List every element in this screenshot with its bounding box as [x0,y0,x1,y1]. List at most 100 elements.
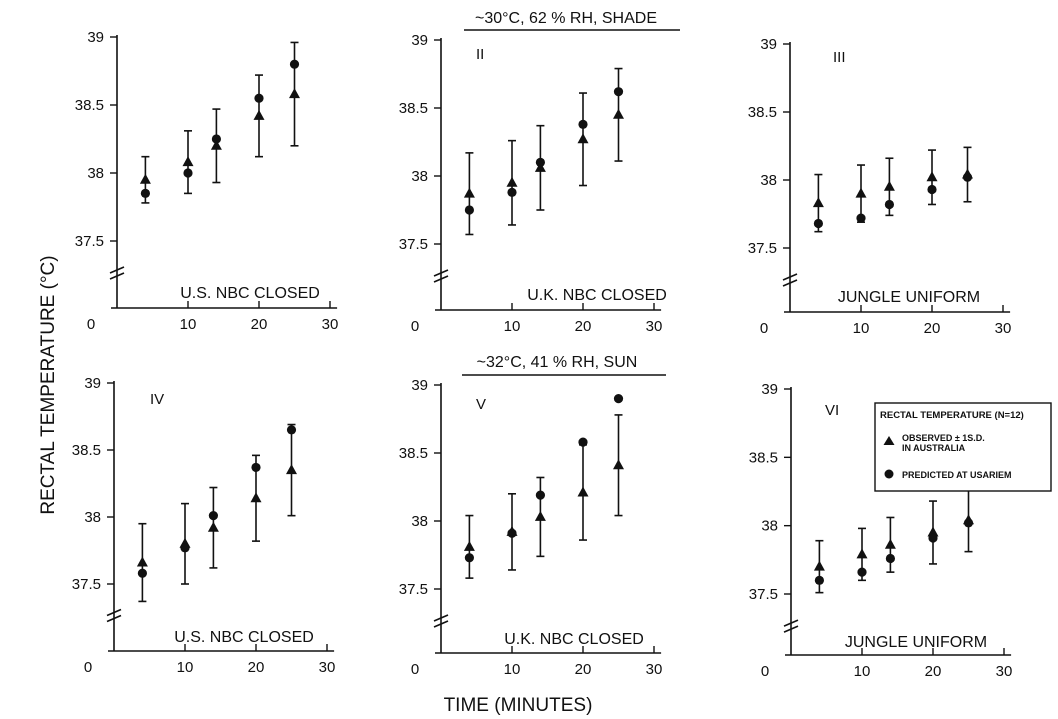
observed-triangle-marker [463,540,475,551]
x-tick-label: 20 [575,318,592,335]
x-tick-label: 30 [319,659,336,676]
observed-triangle-marker [506,176,518,187]
y-axis-title: RECTAL TEMPERATURE (°C) [38,255,59,514]
axis-break-mark [433,614,449,622]
y-tick-label: 37.5 [75,233,104,250]
y-tick-label: 38 [411,168,428,185]
panel-numeral: IV [150,391,164,408]
predicted-circle-marker [507,528,517,538]
predicted-circle-marker [183,168,193,178]
panel-I: 37.5 38 38.5 39 0 10 20 30U.S. NBC CLOSED [75,29,339,333]
x-tick-label: 30 [995,320,1012,337]
condition-shade-label: ~30°C, 62 % RH, SHADE [475,10,657,27]
axis-break-mark [106,608,122,617]
observed-triangle-marker [253,109,265,120]
predicted-circle-marker [928,533,938,543]
observed-triangle-marker [136,556,148,567]
observed-triangle-marker [613,459,624,470]
y-tick-label: 37.5 [72,576,101,593]
predicted-circle-marker [535,157,546,167]
x-tick-label: 20 [251,316,268,333]
y-tick-label: 37.5 [399,581,428,598]
x-tick-label: 30 [322,316,339,333]
x-tick-label: 0 [411,661,419,678]
predicted-circle-marker [962,172,973,182]
x-tick-label: 0 [760,320,768,337]
legend-circle-marker [884,469,894,479]
observed-triangle-marker [463,187,475,198]
y-tick-label: 38 [84,509,101,526]
observed-triangle-marker [289,88,300,99]
predicted-circle-marker [885,553,896,564]
axis-break-mark [782,279,798,287]
legend-observed-line-2: IN AUSTRALIA [902,443,966,453]
axis-break-mark [109,272,125,280]
x-tick-label: 10 [854,663,871,680]
legend-box [874,402,1052,492]
predicted-circle-marker [813,218,824,229]
observed-triangle-marker [884,538,896,549]
y-tick-label: 38 [87,165,104,182]
y-tick-label: 38 [761,518,778,535]
panel-caption: U.K. NBC CLOSED [527,287,667,304]
x-tick-label: 30 [996,663,1013,680]
panel-caption: JUNGLE UNIFORM [838,289,980,306]
x-tick-label: 10 [504,318,521,335]
y-tick-label: 39 [87,29,104,46]
x-tick-label: 0 [87,316,95,333]
axis-break-mark [433,269,449,277]
panel-caption: U.S. NBC CLOSED [180,285,320,302]
predicted-circle-marker [211,134,221,144]
legend-observed-label: OBSERVED ± 1S.D. IN AUSTRALIA [902,433,985,453]
observed-triangle-marker [182,156,194,167]
predicted-circle-marker [251,462,261,473]
x-tick-label: 10 [177,659,194,676]
predicted-circle-marker [578,437,588,447]
panel-caption: U.S. NBC CLOSED [174,629,314,646]
panel-numeral: II [476,46,484,63]
observed-triangle-marker [210,139,222,150]
predicted-circle-marker [137,568,147,578]
y-tick-label: 38.5 [399,445,428,462]
panel-VI: 37.5 38 38.5 39 0 10 20 30 VI JUNGLE UNIFORM [749,381,1013,680]
predicted-circle-marker [254,93,264,103]
panel-caption: U.K. NBC CLOSED [504,631,644,648]
panel-numeral: V [476,396,486,413]
y-tick-label: 39 [411,377,428,394]
observed-triangle-marker [207,521,219,532]
y-tick-label: 37.5 [749,586,778,603]
y-tick-label: 38.5 [748,104,777,121]
y-tick-label: 38.5 [399,100,428,117]
predicted-circle-marker [963,518,974,528]
legend-title: RECTAL TEMPERATURE (N=12) [880,410,1024,421]
predicted-circle-marker [857,567,867,577]
panel-numeral: III [833,49,846,66]
predicted-circle-marker [140,188,150,198]
legend-triangle-marker [883,436,895,445]
axis-break-mark [106,614,122,623]
predicted-circle-marker [507,187,517,197]
predicted-circle-marker [884,199,895,210]
axis-break-mark [109,266,125,274]
panel-caption: JUNGLE UNIFORM [845,634,987,651]
panel-V: 37.5 38 38.5 39 0 10 20 30 V U.K. NBC CLOSED [399,377,663,678]
observed-triangle-marker [613,108,624,119]
legend-observed-line-1: OBSERVED ± 1S.D. [902,433,985,443]
x-tick-label: 0 [761,663,769,680]
x-axis-title: TIME (MINUTES) [444,695,593,716]
y-tick-label: 38.5 [749,449,778,466]
axis-break-mark [433,620,449,628]
predicted-circle-marker [286,425,297,435]
predicted-circle-marker [535,490,546,500]
predicted-circle-marker [578,119,588,129]
predicted-circle-marker [856,213,866,223]
y-tick-label: 39 [411,32,428,49]
x-tick-label: 0 [84,659,92,676]
y-tick-label: 39 [761,381,778,398]
panel-II: 37.5 38 38.5 39 0 10 20 30 II U.K. NBC CLOSED [399,32,667,335]
observed-triangle-marker [534,510,546,521]
y-tick-label: 38.5 [72,442,101,459]
axis-break-mark [783,625,799,633]
